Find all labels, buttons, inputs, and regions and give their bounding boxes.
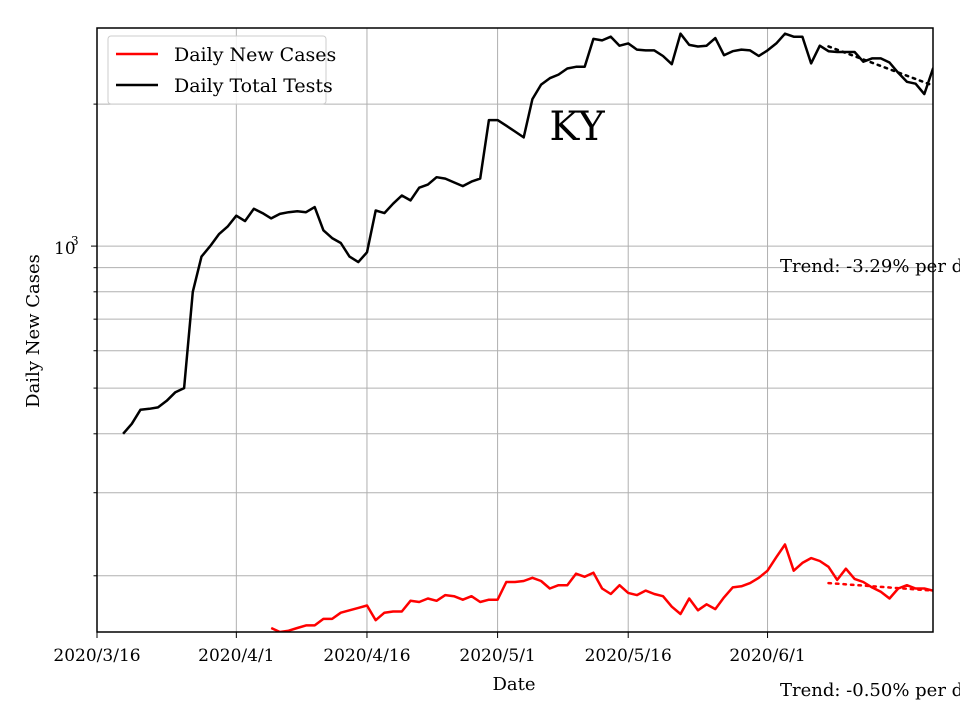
y-axis-title: Daily New Cases bbox=[23, 254, 44, 408]
x-tick-label: 2020/4/16 bbox=[323, 646, 410, 666]
plot-frame bbox=[96, 27, 934, 633]
legend: Daily New Cases Daily Total Tests bbox=[107, 35, 336, 105]
x-tick-label: 2020/6/1 bbox=[729, 646, 805, 666]
x-axis-title: Date bbox=[492, 674, 535, 695]
x-tick-label: 2020/3/16 bbox=[53, 646, 140, 666]
legend-label-cases: Daily New Cases bbox=[174, 44, 336, 66]
x-tick-label: 2020/4/1 bbox=[198, 646, 274, 666]
y-tick-label: 10 bbox=[54, 239, 76, 259]
y-tick-label-exponent: 3 bbox=[71, 234, 79, 248]
legend-label-tests: Daily Total Tests bbox=[174, 75, 333, 97]
cases-series-line bbox=[270, 543, 933, 632]
series-layer bbox=[122, 32, 933, 632]
tests-trend-line bbox=[827, 45, 933, 87]
trend-annotation-tests: Trend: -3.29% per day bbox=[780, 256, 960, 277]
trend-annotation-cases: Trend: -0.50% per day bbox=[780, 680, 960, 701]
grid-layer bbox=[96, 28, 933, 632]
legend-box bbox=[107, 35, 327, 105]
x-tick-label: 2020/5/1 bbox=[459, 646, 535, 666]
axis-ticks: 2020/3/16 2020/4/1 2020/4/16 2020/5/1 2020/5… bbox=[53, 103, 806, 666]
tests-series-line bbox=[122, 32, 933, 435]
state-label: KY bbox=[549, 104, 605, 150]
x-tick-label: 2020/5/16 bbox=[585, 646, 672, 666]
cases-trend-line bbox=[827, 581, 933, 592]
